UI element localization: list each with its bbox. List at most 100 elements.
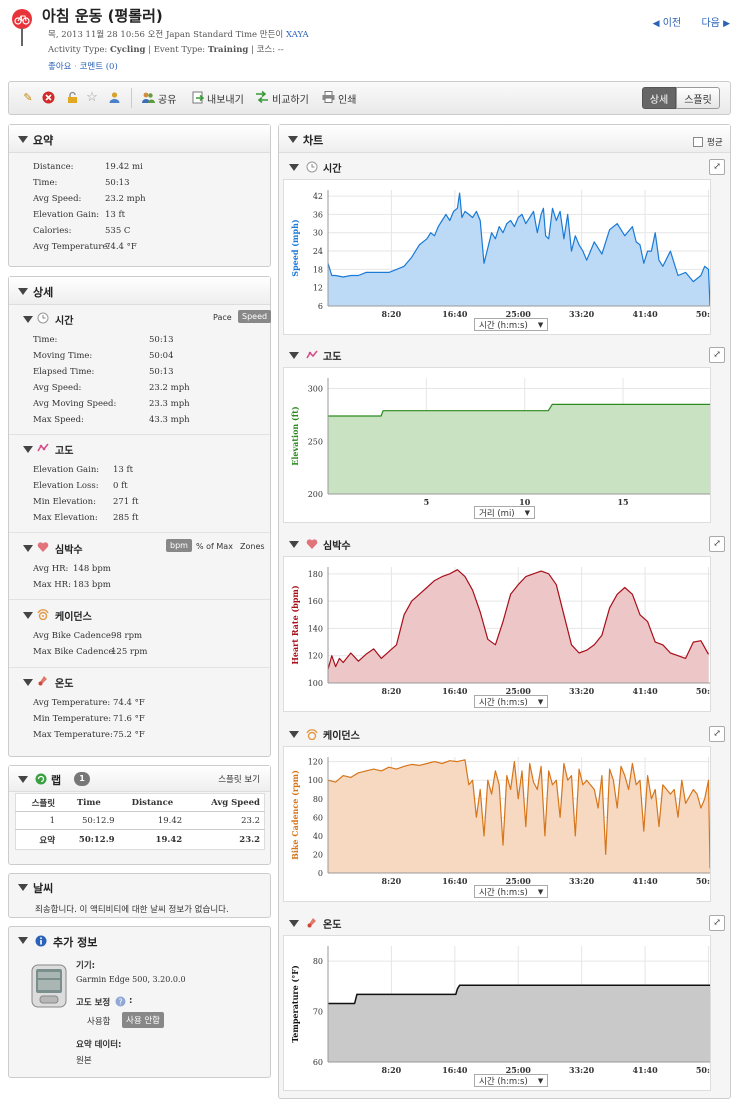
edit-pencil-icon[interactable]: ✎ xyxy=(23,90,33,104)
y-axis-label: Elevation (ft) xyxy=(290,406,300,466)
x-axis-selector[interactable]: 거리 (mi) ▼ xyxy=(474,506,536,519)
collapse-triangle-icon[interactable] xyxy=(23,545,33,552)
x-tick-label: 16:40 xyxy=(442,309,468,319)
laps-column-header[interactable]: Time xyxy=(76,797,101,808)
detail-view-button[interactable]: 상세 xyxy=(642,87,676,109)
stat-label: Moving Time: xyxy=(33,351,93,361)
expand-chart-icon[interactable]: ⤢ xyxy=(709,915,725,931)
series-line xyxy=(327,759,710,869)
favorite-star-icon[interactable]: ☆ xyxy=(86,89,98,105)
prev-activity-link[interactable]: ◀ 이전 xyxy=(652,18,682,29)
activity-type-line: Activity Type: Cycling | Event Type: Tra… xyxy=(48,43,284,55)
lap-summary-cell: 23.2 xyxy=(239,834,260,845)
event-type-value[interactable]: Training xyxy=(207,45,249,55)
laps-column-header[interactable]: Avg Speed xyxy=(211,797,260,808)
collapse-triangle-icon[interactable] xyxy=(18,937,28,944)
dropdown-caret-icon: ▼ xyxy=(537,887,544,896)
elevation-correction-on[interactable]: 사용함 xyxy=(87,1017,111,1027)
expand-chart-icon[interactable]: ⤢ xyxy=(709,726,725,742)
next-activity-link[interactable]: 다음 ▶ xyxy=(701,18,730,29)
collapse-triangle-icon[interactable] xyxy=(289,920,299,927)
cycling-map-pin-icon xyxy=(12,9,32,46)
device-value: Garmin Edge 500, 3.20.0.0 xyxy=(76,975,186,984)
collapse-triangle-icon[interactable] xyxy=(23,612,33,619)
course-label: | 코스: -- xyxy=(251,45,284,55)
author-link[interactable]: XAYA xyxy=(285,30,309,40)
social-links: 좋아요 · 코멘트 (0) xyxy=(48,62,118,72)
like-link[interactable]: 좋아요 xyxy=(48,62,72,72)
collapse-triangle-icon[interactable] xyxy=(23,446,33,453)
activity-type-value[interactable]: Cycling xyxy=(109,45,146,55)
share-button[interactable]: 공유 xyxy=(158,95,177,106)
stat-label: Max Bike Cadence: xyxy=(33,647,117,657)
compare-button[interactable]: 비교하기 xyxy=(272,95,309,106)
collapse-triangle-icon[interactable] xyxy=(18,884,28,891)
collapse-triangle-icon[interactable] xyxy=(18,776,28,783)
series-line xyxy=(327,192,710,307)
expand-chart-icon[interactable]: ⤢ xyxy=(709,536,725,552)
zones-toggle[interactable]: Zones xyxy=(240,542,265,551)
split-view-link[interactable]: 스플릿 보기 xyxy=(218,775,260,785)
x-tick-label: 8:20 xyxy=(382,309,402,319)
comments-link[interactable]: 코멘트 (0) xyxy=(79,62,118,72)
collapse-triangle-icon[interactable] xyxy=(289,164,299,171)
details-panel: 상세 시간 Pace Speed Time: 50:13 Moving Time: 5… xyxy=(8,276,272,757)
stat-value: 50:13 xyxy=(149,367,174,377)
stat-value: 74.4 °F xyxy=(105,242,137,252)
x-tick-label: 25:00 xyxy=(506,876,532,886)
lap-cell: 23.2 xyxy=(241,815,260,826)
stat-label: Elevation Loss: xyxy=(33,481,99,491)
cadence-section-title: 케이던스 xyxy=(55,612,92,623)
activity-date-line: 목, 2013 11월 28 10:56 오전 Japan Standard T… xyxy=(48,28,309,40)
extra-info-panel-header[interactable]: 추가 정보 xyxy=(9,927,270,953)
activity-toolbar: ✎ ☆ 공유 내보내기 비교하기 인쇄 상세 스플릿 xyxy=(8,81,731,115)
laps-panel-header[interactable]: 랩 1 스플릿 보기 xyxy=(9,766,270,792)
heart-rate-chart-title: 심박수 xyxy=(323,541,351,552)
person-badge-icon[interactable] xyxy=(107,90,121,104)
splits-view-button[interactable]: 스플릿 xyxy=(676,87,720,109)
stat-label: Elevation Gain: xyxy=(33,465,100,475)
elevation-correction-off[interactable]: 사용 안함 xyxy=(122,1012,164,1028)
lap-cell: 19.42 xyxy=(157,815,183,826)
collapse-triangle-icon[interactable] xyxy=(289,541,299,548)
summary-panel-header[interactable]: 요약 xyxy=(9,125,270,153)
collapse-triangle-icon[interactable] xyxy=(289,352,299,359)
pace-toggle[interactable]: Pace xyxy=(213,313,232,322)
collapse-triangle-icon[interactable] xyxy=(23,316,33,323)
speed-toggle[interactable]: Speed xyxy=(238,310,272,323)
collapse-triangle-icon[interactable] xyxy=(18,288,28,295)
y-axis-label: Heart Rate (bpm) xyxy=(290,585,300,665)
series-area xyxy=(328,404,710,494)
laps-column-header[interactable]: 스플릿 xyxy=(31,798,56,809)
collapse-triangle-icon[interactable] xyxy=(18,136,28,143)
x-tick-label: 25:00 xyxy=(506,309,532,319)
y-tick-label: 12 xyxy=(313,284,323,293)
expand-chart-icon[interactable]: ⤢ xyxy=(709,347,725,363)
collapse-triangle-icon[interactable] xyxy=(23,679,33,686)
lap-row[interactable]: 1 50:12.9 19.42 23.2 xyxy=(16,812,265,830)
expand-chart-icon[interactable]: ⤢ xyxy=(709,159,725,175)
weather-panel-header[interactable]: 날씨 xyxy=(9,874,270,900)
charts-panel-header[interactable]: 차트 평균 xyxy=(279,125,730,153)
temperature-chart: 60 70 80 8:20 16:40 25:00 33:20 41:40 50:00 Tempe… xyxy=(283,935,711,1091)
activity-navigation: ◀ 이전 다음 ▶ xyxy=(653,14,730,29)
print-button[interactable]: 인쇄 xyxy=(338,95,357,106)
x-axis-selector[interactable]: 시간 (h:m:s) ▼ xyxy=(474,695,549,708)
export-button[interactable]: 내보내기 xyxy=(207,95,244,106)
x-axis-selector[interactable]: 시간 (h:m:s) ▼ xyxy=(474,885,549,898)
details-panel-header[interactable]: 상세 xyxy=(9,277,270,305)
collapse-triangle-icon[interactable] xyxy=(288,136,298,143)
delete-icon[interactable] xyxy=(41,90,55,104)
x-axis-selector[interactable]: 시간 (h:m:s) ▼ xyxy=(474,1074,549,1087)
bpm-toggle[interactable]: bpm xyxy=(166,539,192,552)
stat-value: 75.2 °F xyxy=(113,730,145,740)
laps-column-header[interactable]: Distance xyxy=(131,797,174,808)
lock-icon[interactable] xyxy=(65,90,79,104)
percent-max-toggle[interactable]: % of Max xyxy=(196,542,233,551)
collapse-triangle-icon[interactable] xyxy=(289,731,299,738)
x-axis-selector[interactable]: 시간 (h:m:s) ▼ xyxy=(474,318,549,331)
average-checkbox[interactable] xyxy=(693,137,703,147)
y-tick-label: 24 xyxy=(313,247,323,256)
stat-value: 50:04 xyxy=(149,351,174,361)
help-icon[interactable]: ? xyxy=(115,996,126,1007)
